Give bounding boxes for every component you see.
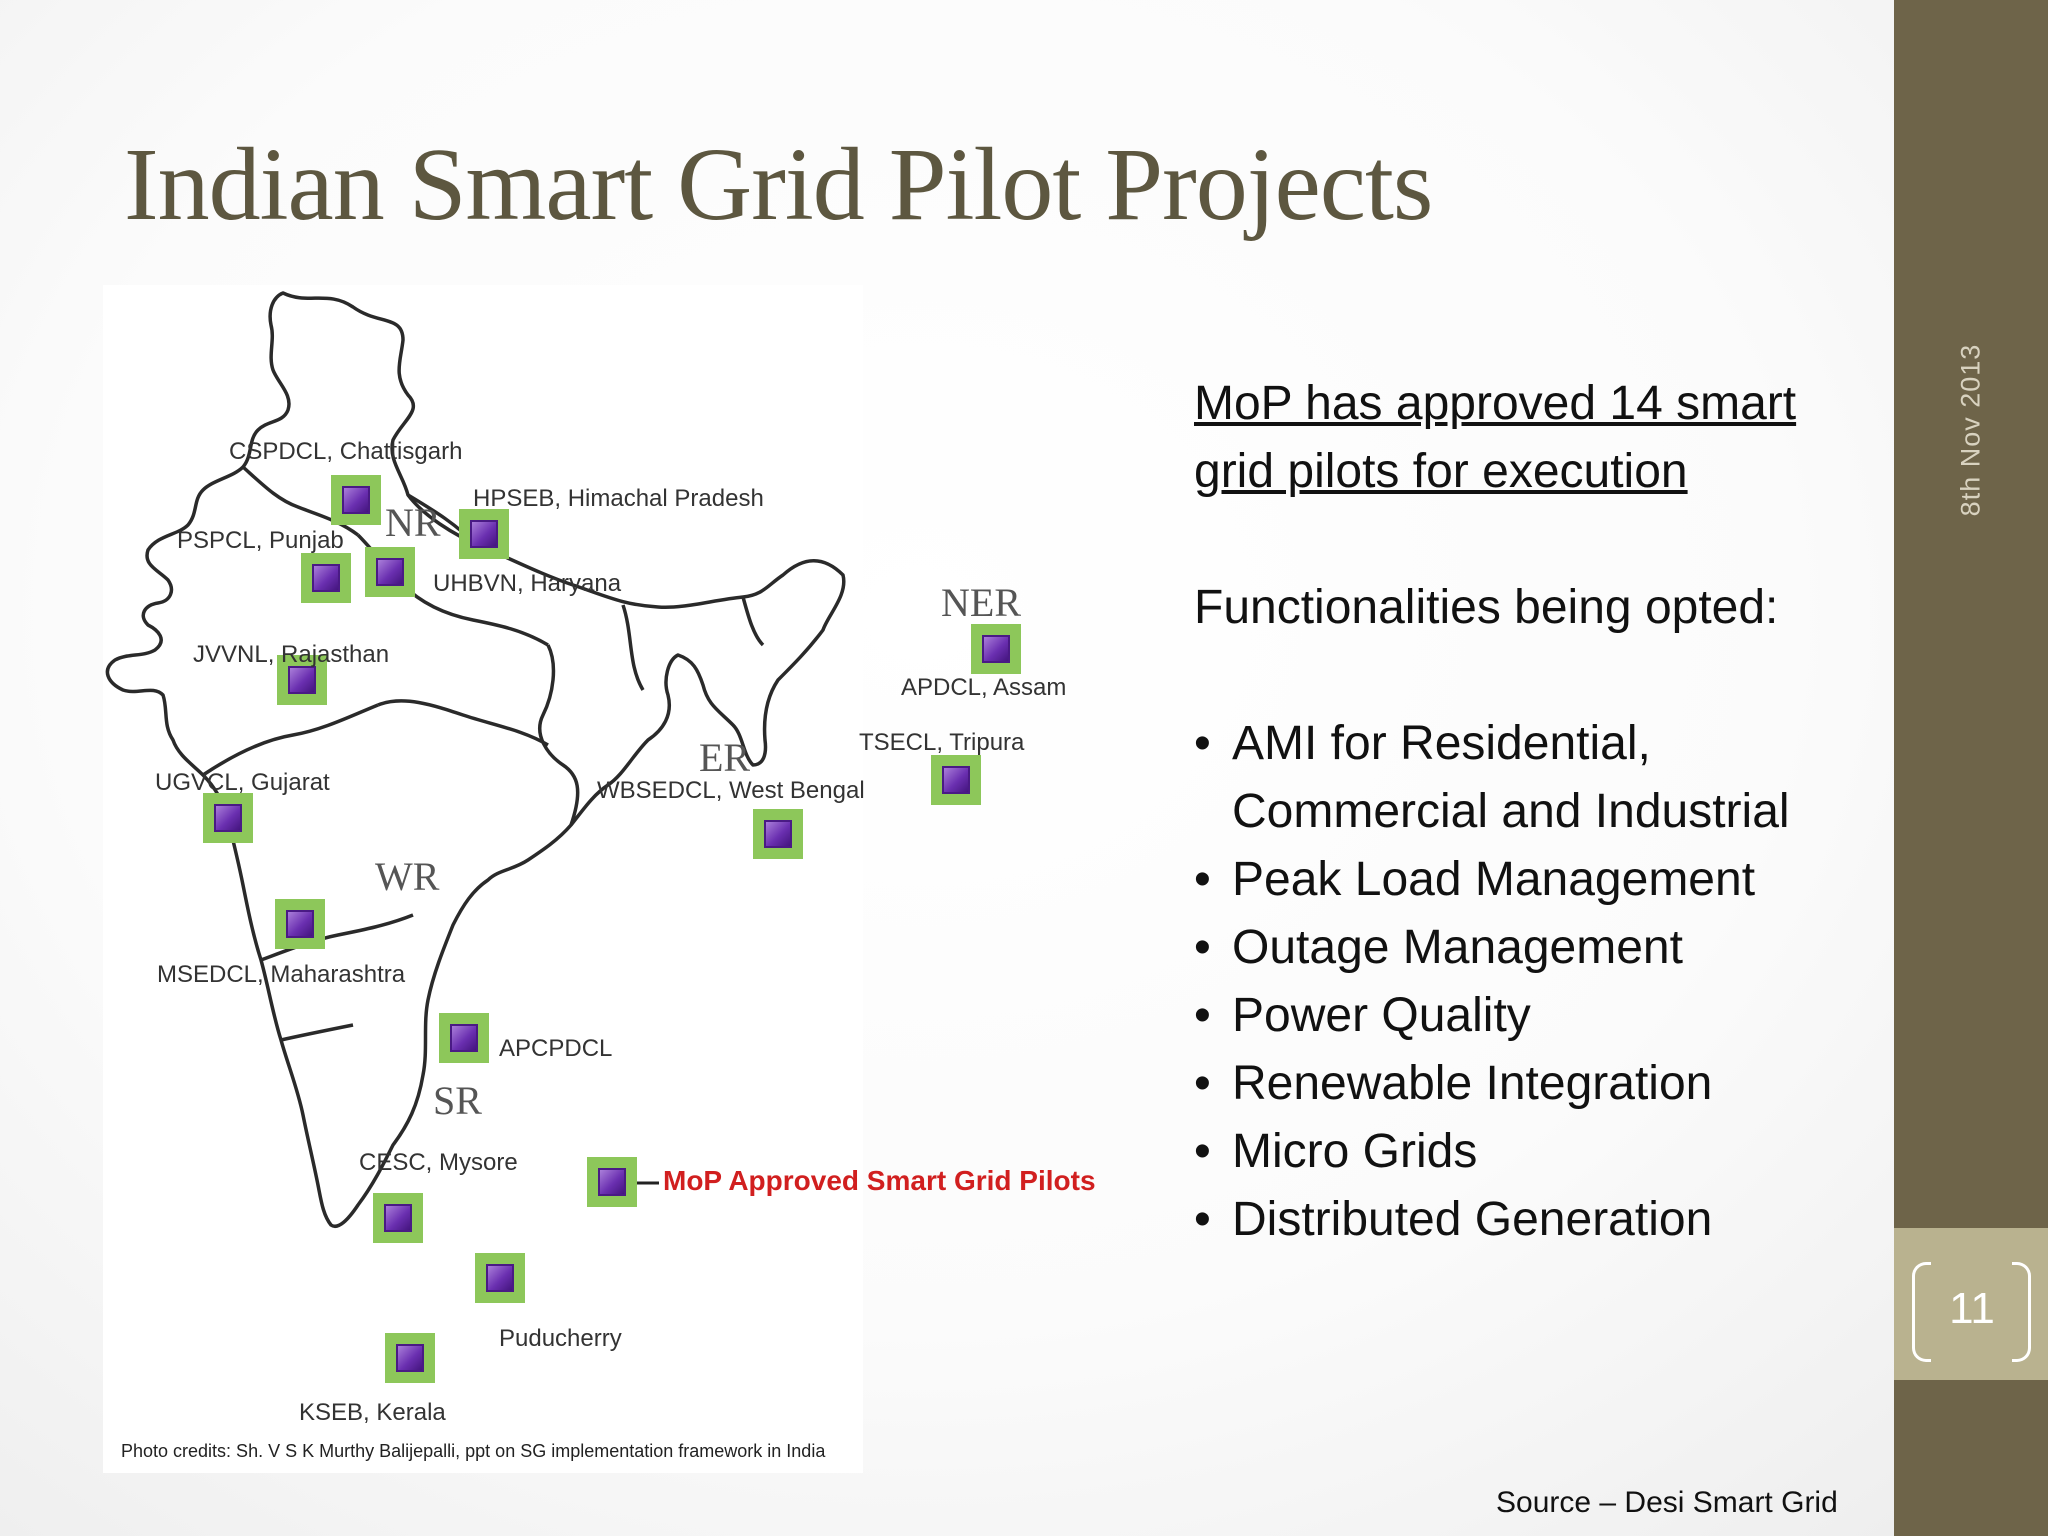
list-item: Renewable Integration	[1194, 1050, 1874, 1118]
pilot-label-msedcl: MSEDCL, Maharashtra	[157, 961, 406, 988]
region-ner: NER	[941, 580, 1021, 625]
pilot-label-puducherry: Puducherry	[499, 1325, 622, 1352]
region-nr: NR	[385, 500, 441, 545]
page-bracket-right	[2012, 1262, 2031, 1362]
list-item: Micro Grids	[1194, 1118, 1874, 1186]
india-map: NR NER ER WR SR CSPDCL, Chattisgarh HPSE…	[103, 285, 1096, 1473]
page-number: 11	[1949, 1284, 1995, 1333]
pilot-marker-tsecl	[931, 755, 981, 805]
india-border	[105, 291, 846, 1228]
legend-marker	[587, 1157, 637, 1207]
pilot-label-apdcl: APDCL, Assam	[901, 674, 1067, 701]
pilot-label-tsecl: TSECL, Tripura	[859, 729, 1025, 756]
functionality-list: AMI for Residential, Commercial and Indu…	[1194, 710, 1874, 1254]
list-item: Power Quality	[1194, 982, 1874, 1050]
pilot-marker-apdcl	[971, 624, 1021, 674]
page-bracket-left	[1912, 1262, 1931, 1362]
list-item: Peak Load Management	[1194, 846, 1874, 914]
pilot-marker-kseb	[385, 1333, 435, 1383]
pilot-label-uhbvn: UHBVN, Haryana	[433, 570, 622, 597]
content-heading: MoP has approved 14 smart grid pilots fo…	[1194, 377, 1797, 498]
pilot-label-pspcl: PSPCL, Punjab	[177, 527, 344, 554]
pilot-label-cspdcl: CSPDCL, Chattisgarh	[229, 438, 463, 465]
pilot-marker-pspcl	[301, 553, 351, 603]
pilot-marker-uhbvn	[365, 547, 415, 597]
pilot-label-wbsedcl: WBSEDCL, West Bengal	[597, 777, 865, 804]
pilot-marker-msedcl	[275, 899, 325, 949]
content-panel: MoP has approved 14 smart grid pilots fo…	[1194, 370, 1874, 1254]
source-note: Source – Desi Smart Grid	[1496, 1486, 1838, 1519]
slide-date: 8th Nov 2013	[1955, 343, 1986, 517]
slide-title: Indian Smart Grid Pilot Projects	[124, 127, 1433, 242]
region-er: ER	[699, 735, 751, 780]
photo-credits: Photo credits: Sh. V S K Murthy Balijepa…	[121, 1441, 826, 1461]
pilot-marker-cesc	[373, 1193, 423, 1243]
pilot-label-kseb: KSEB, Kerala	[299, 1399, 446, 1426]
pilot-marker-apcpdcl	[439, 1013, 489, 1063]
list-item: AMI for Residential, Commercial and Indu…	[1194, 710, 1874, 846]
pilot-marker-cspdcl	[331, 475, 381, 525]
legend-label: MoP Approved Smart Grid Pilots	[663, 1165, 1096, 1196]
pilot-label-jvvnl: JVVNL, Rajasthan	[193, 641, 390, 668]
pilot-marker-puducherry	[475, 1253, 525, 1303]
pilot-marker-wbsedcl	[753, 809, 803, 859]
pilot-marker-jvvnl	[277, 655, 327, 705]
pilot-label-cesc: CESC, Mysore	[359, 1149, 518, 1176]
pilot-marker-ugvcl	[203, 793, 253, 843]
region-sr: SR	[433, 1078, 482, 1123]
pilot-label-hpseb: HPSEB, Himachal Pradesh	[473, 485, 764, 512]
pilot-marker-hpseb	[459, 509, 509, 559]
region-wr: WR	[375, 854, 440, 899]
pilot-label-ugvcl: UGVCL, Gujarat	[155, 769, 330, 796]
list-item: Distributed Generation	[1194, 1186, 1874, 1254]
pilot-label-apcpdcl: APCPDCL	[499, 1035, 613, 1062]
list-item: Outage Management	[1194, 914, 1874, 982]
content-subheading: Functionalities being opted:	[1194, 581, 1779, 634]
